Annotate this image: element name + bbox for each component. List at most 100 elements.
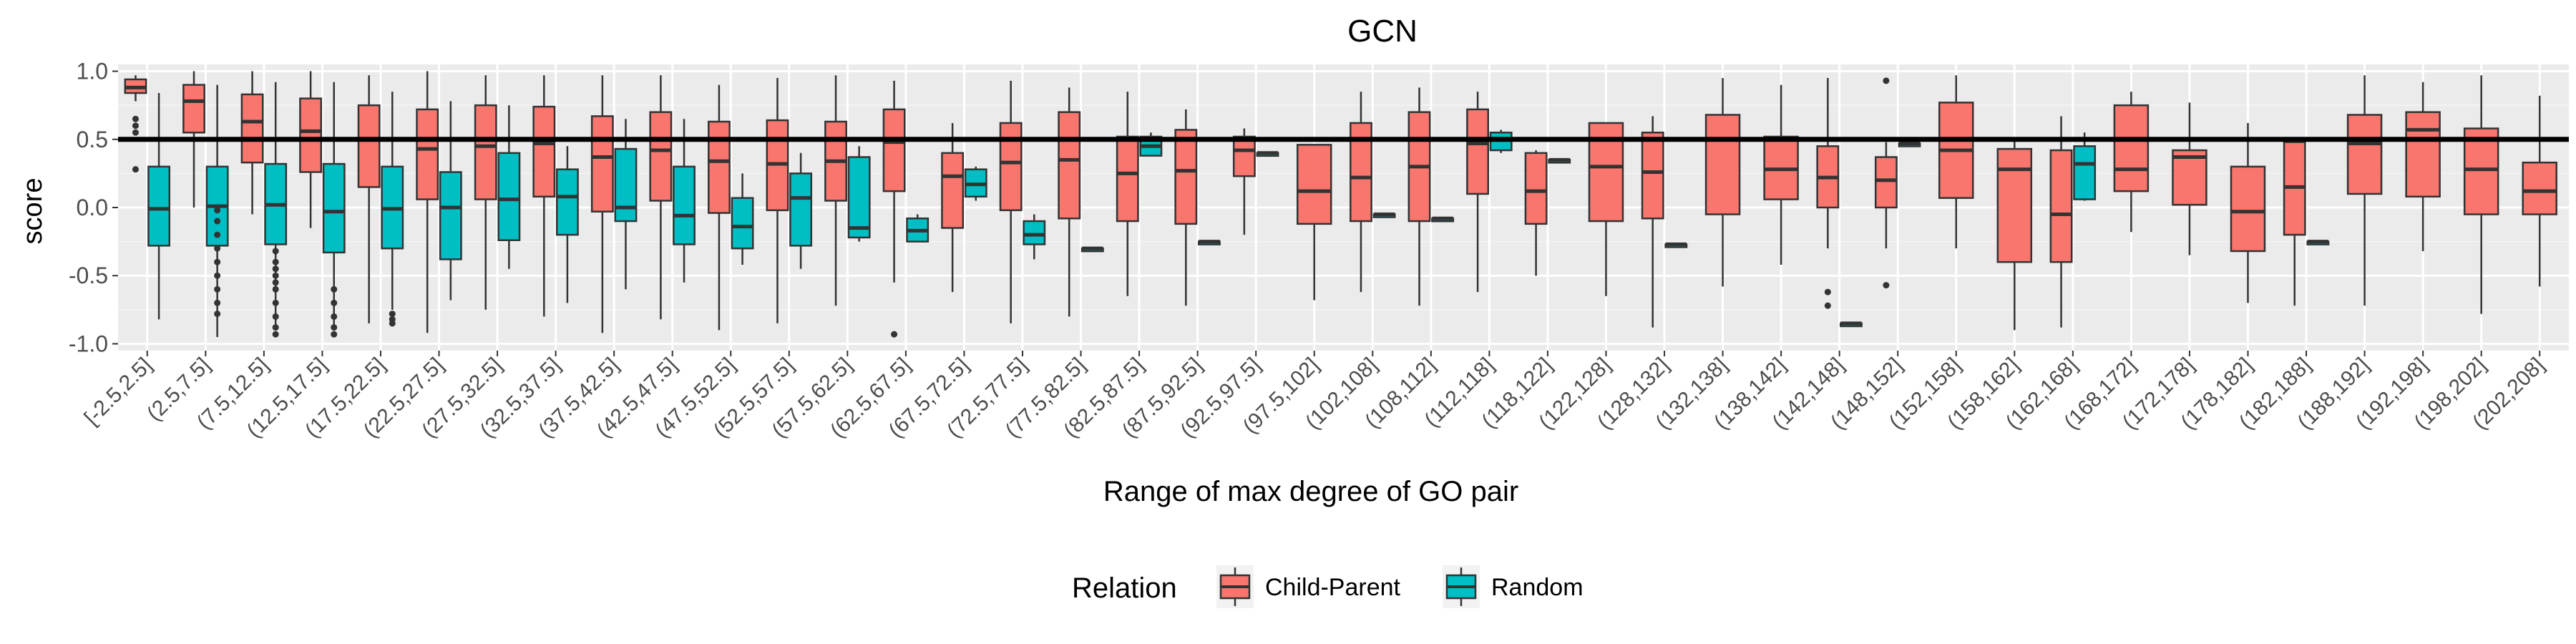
box-child-parent-33 [2049,116,2073,328]
box-random-18 [1198,240,1221,245]
box-body [416,108,439,200]
box-outlier [331,286,338,293]
y-tick-label: -1.0 [69,331,108,356]
box-random-13 [906,214,930,243]
box-outlier [272,272,279,279]
box-body [1023,220,1046,245]
box-body [532,105,556,198]
box-body [322,162,346,254]
box-outlier [272,299,279,306]
legend-label: Random [1491,574,1584,601]
box-random-10 [731,173,754,265]
box-random-14 [964,166,987,201]
box-child-parent-20 [1296,144,1332,301]
box-outlier [214,218,221,225]
box-random-33 [2073,132,2097,201]
box-random-9 [673,119,696,283]
box-body [299,97,323,173]
y-tick-label: 1.0 [77,59,108,84]
box-random-8 [614,119,638,290]
box-outlier [1824,288,1831,296]
box-random-11 [789,152,813,269]
box-outlier [214,245,221,252]
box-child-parent-16 [1058,87,1081,317]
box-child-parent-37 [2283,139,2306,306]
chart-title: GCN [1347,14,1418,49]
box-outlier [1883,282,1890,289]
box-child-parent-29 [1816,78,1840,309]
box-child-parent-31 [1938,75,1974,249]
y-tick-label: 0.5 [77,127,108,152]
box-body [2463,127,2499,215]
box-child-parent-7 [532,75,556,317]
box-outlier [331,331,338,338]
box-child-parent-8 [590,75,614,333]
box-outlier [214,258,221,265]
box-child-parent-26 [1641,116,1664,328]
box-body [649,111,673,202]
box-body [1874,156,1898,209]
box-body [497,152,521,241]
box-child-parent-23 [1466,92,1489,293]
box-random-2 [264,82,288,338]
box-random-6 [497,105,521,269]
box-body [2113,104,2150,192]
box-body [439,171,462,260]
box-body [240,93,264,164]
box-outlier [331,299,338,306]
box-outlier [272,313,279,320]
y-axis-title: score [18,178,48,245]
box-random-24 [1548,157,1571,164]
box-random-30 [1898,141,1921,147]
box-random-3 [322,82,346,338]
box-body [147,165,171,247]
legend-item-random: Random [1443,565,1584,608]
box-child-parent-36 [2230,122,2266,303]
box-outlier [891,331,898,338]
box-outlier [132,129,139,136]
box-body [2230,165,2266,253]
box-random-17 [1139,132,1163,157]
box-random-12 [847,146,871,242]
legend: Relation Child-Parent Random [1072,565,1584,608]
box-body [941,152,965,229]
box-body [1174,129,1198,225]
box-outlier [1824,302,1831,309]
box-child-parent-17 [1116,92,1139,296]
box-child-parent-32 [1996,139,2033,331]
box-body [357,104,381,188]
box-outlier [272,331,279,338]
box-random-21 [1372,213,1396,218]
box-body [999,122,1023,212]
box-child-parent-9 [649,75,673,320]
box-random-7 [555,146,579,303]
box-outlier [272,265,279,273]
box-outlier [272,279,279,286]
box-random-0 [147,93,171,320]
box-child-parent-12 [824,75,847,306]
box-child-parent-27 [1704,78,1741,287]
box-outlier [132,166,139,173]
box-child-parent-24 [1524,150,1548,276]
legend-label: Child-Parent [1265,574,1401,601]
box-body [474,104,497,200]
box-outlier [389,320,396,327]
box-child-parent-13 [882,80,906,338]
box-child-parent-35 [2172,102,2207,255]
box-child-parent-22 [1407,87,1431,306]
box-outlier [331,324,338,331]
box-body [882,108,906,192]
box-body [1996,147,2033,263]
box-body [789,172,813,247]
x-axis-title: Range of max degree of GO pair [1103,476,1518,507]
box-outlier [272,248,279,255]
y-tick-label: -0.5 [69,263,108,288]
box-body [673,165,696,245]
box-body [2049,149,2073,263]
box-outlier [214,231,221,238]
box-body [182,84,205,134]
box-outlier [132,115,139,122]
box-child-parent-30 [1874,77,1898,289]
box-child-parent-14 [941,122,965,293]
